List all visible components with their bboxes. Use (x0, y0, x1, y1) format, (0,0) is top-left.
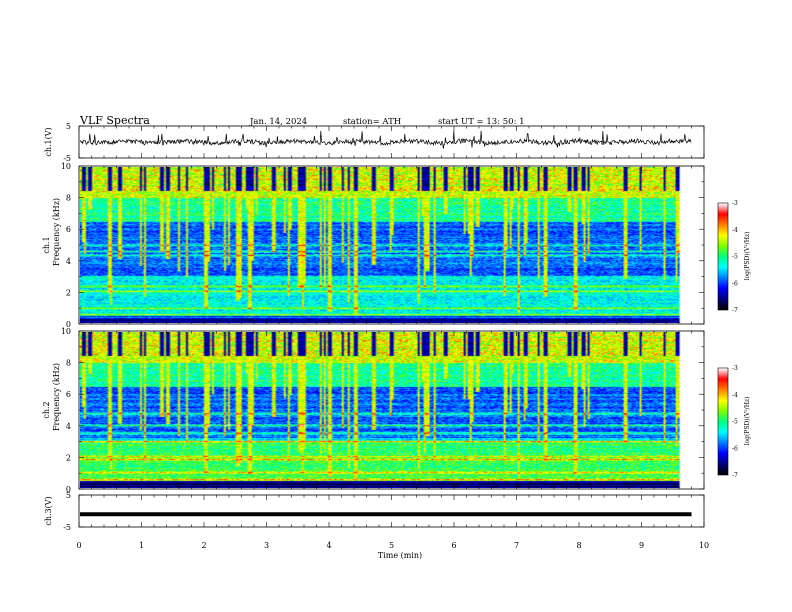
x-tick-label: 6 (451, 541, 456, 550)
ch2-frequency-ylabel: Frequency (kHz) (52, 363, 61, 431)
colorbar-tick-label: -6 (732, 445, 738, 452)
y-tick-label: 6 (66, 390, 71, 399)
station-label: station= ATH (343, 117, 401, 127)
ch2-spectrogram-image (80, 332, 692, 488)
colorbar-tick-label: -4 (732, 392, 738, 399)
x-tick-label: 1 (139, 541, 144, 550)
y-tick-label: 4 (66, 422, 71, 431)
x-tick-label: 7 (514, 541, 519, 550)
ch1-colorbar: -3 -4 -5 -6 -7 log(PSD)(V²/Hz) (717, 200, 751, 314)
y-tick-label: -5 (63, 523, 71, 532)
x-tick-label: 8 (576, 541, 581, 550)
y-tick-label: 2 (66, 453, 71, 462)
ch1-spectrogram-image (80, 167, 692, 323)
colorbar-tick-label: -3 (732, 365, 738, 372)
ch1-waveform-trace (79, 130, 692, 149)
y-tick-label: 4 (66, 257, 71, 266)
x-tick-label: 0 (76, 541, 81, 550)
colorbar-tick-label: -7 (732, 307, 738, 314)
y-tick-label: 6 (66, 225, 71, 234)
colorbar-tick-label: -5 (732, 254, 738, 261)
ch3-waveform-ylabel: ch.3(V) (44, 496, 53, 525)
colorbar-tick-label: -3 (732, 200, 738, 207)
colorbar-tick-label: -6 (732, 280, 738, 287)
x-tick-label: 9 (639, 541, 644, 550)
date-label: Jan. 14, 2024 (249, 117, 307, 127)
colorbar-tick-label: -5 (732, 419, 738, 426)
y-tick-label: 8 (66, 194, 71, 203)
ch2-channel-label: ch.2 (42, 401, 51, 418)
x-tick-label: 5 (389, 541, 394, 550)
figure-title: VLF Spectra (79, 114, 150, 127)
y-tick-label: -5 (63, 154, 71, 163)
ch1-frequency-ylabel: Frequency (kHz) (52, 198, 61, 266)
y-tick-label: 8 (66, 359, 71, 368)
ch2-colorbar: -3 -4 -5 -6 -7 log(PSD)(V²/Hz) (717, 365, 751, 479)
x-axis-label: Time (min) (378, 551, 422, 560)
y-tick-label: 10 (61, 327, 71, 336)
y-tick-label: 0 (66, 320, 71, 329)
x-tick-label: 2 (201, 541, 206, 550)
colorbar-tick-label: -4 (732, 227, 738, 234)
start-time-label: start UT = 13: 50: 1 (438, 117, 525, 127)
ch1-channel-label: ch.1 (42, 236, 51, 253)
x-tick-label: 3 (264, 541, 269, 550)
y-tick-label: 5 (66, 122, 71, 131)
y-tick-label: 2 (66, 288, 71, 297)
y-tick-label: 10 (61, 162, 71, 171)
ch2-colorbar-label: log(PSD)(V²/Hz) (744, 397, 751, 446)
x-tick-label: 10 (699, 541, 709, 550)
colorbar-tick-label: -7 (732, 472, 738, 479)
y-tick-label: 5 (66, 491, 71, 500)
y-tick-label: 0 (66, 485, 71, 494)
x-tick-label: 4 (326, 541, 331, 550)
ch1-colorbar-label: log(PSD)(V²/Hz) (744, 232, 751, 281)
ch1-waveform-ylabel: ch.1(V) (44, 127, 53, 156)
